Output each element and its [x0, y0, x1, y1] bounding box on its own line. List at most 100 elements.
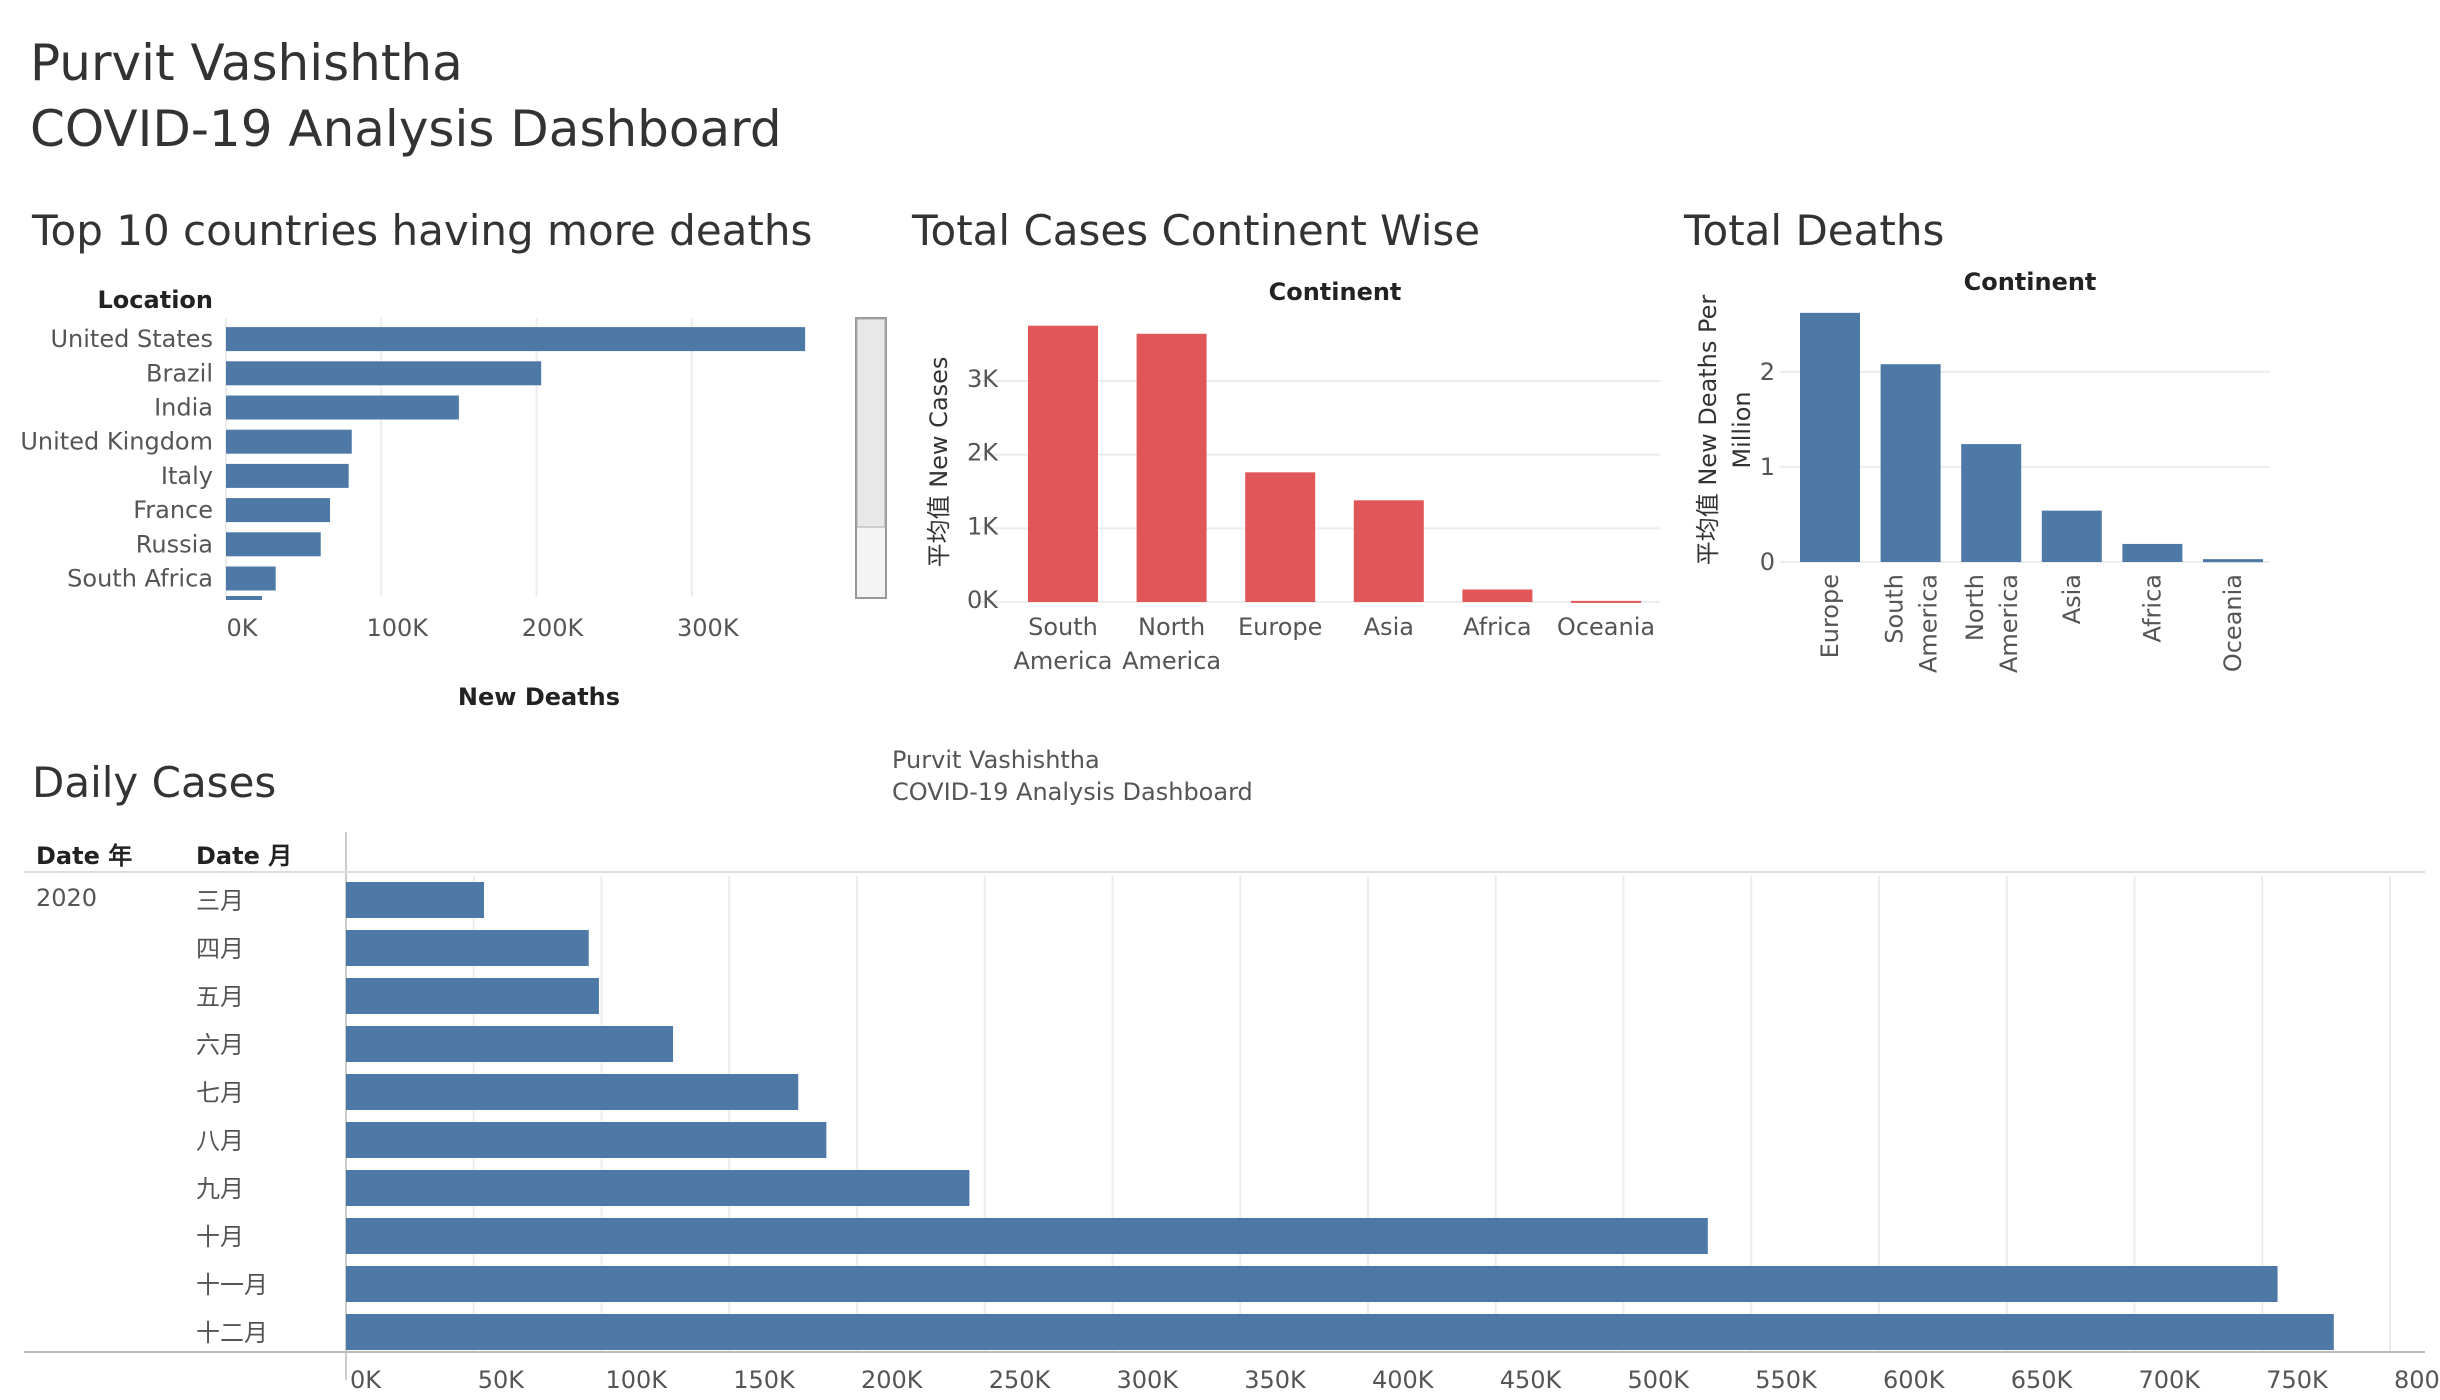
continent-cases-y-tick-label: 1K [967, 512, 999, 540]
daily-cases-bars[interactable] [346, 882, 2334, 1350]
continent-cases-chart: Continent 平均值 New Cases 0K 1K 2K 3K South Am… [925, 278, 1660, 675]
daily-cases-x-tick-labels: 0K 50K 100K 150K 200K 250K 300K 350K 400K 450K 500… [350, 1366, 2440, 1394]
top10-chart: Location United StatesBrazilIndiaUnited … [20, 286, 887, 711]
bar-month-2[interactable] [346, 930, 589, 966]
daily-cases-month-header: Date 月 [196, 842, 292, 870]
bar-north-america[interactable] [1136, 333, 1207, 602]
dashboard-title: COVID-19 Analysis Dashboard [30, 100, 782, 158]
category-label-russia: Russia [136, 530, 213, 558]
bar-month-7[interactable] [346, 1170, 970, 1206]
daily-cases-chart: Date 年 Date 月 2020 三月四月五月六月七月八月九月十月十一月十二… [24, 832, 2440, 1394]
watermark-author: Purvit Vashishtha [892, 746, 1100, 774]
daily-cases-x-tick-label: 100K [606, 1366, 669, 1394]
bar-africa[interactable] [1462, 589, 1533, 602]
category-label-south-america: South America [1014, 613, 1113, 675]
continent-cases-chart-title: Total Cases Continent Wise [912, 206, 1481, 255]
category-label-india: India [154, 394, 213, 422]
total-deaths-y-axis-title: 平均值 New Deaths Per Million [1694, 295, 1756, 566]
continent-cases-y-tick-labels: 0K 1K 2K 3K [967, 365, 999, 614]
daily-cases-x-tick-label: 750K [2266, 1366, 2329, 1394]
category-label-europe: Europe [1816, 574, 1844, 658]
bar-united-kingdom[interactable] [226, 429, 352, 454]
bar-asia[interactable] [2041, 510, 2102, 562]
daily-cases-x-tick-label: 650K [2011, 1366, 2074, 1394]
top10-category-labels: United States Brazil India United Kingdom It… [20, 325, 213, 592]
bar-month-5[interactable] [346, 1074, 799, 1110]
bar-france[interactable] [226, 498, 331, 523]
bar-south-america[interactable] [1880, 364, 1941, 562]
category-label-united-states: United States [50, 325, 213, 353]
bar-europe[interactable] [1245, 472, 1316, 602]
bar-brazil[interactable] [226, 361, 542, 386]
bar-north-america[interactable] [1961, 444, 2022, 562]
top10-bars[interactable] [226, 327, 806, 600]
category-label-north-america: North America [1122, 613, 1221, 675]
category-label-oceania: Oceania [1557, 613, 1655, 641]
watermark: Purvit Vashishtha COVID-19 Analysis Dash… [892, 744, 1253, 808]
bar-month-9[interactable] [346, 1266, 2278, 1302]
daily-cases-x-tick-label: 500K [1628, 1366, 1691, 1394]
top10-x-axis-title: New Deaths [458, 683, 620, 711]
total-deaths-gridlines [1780, 370, 2270, 563]
bar-month-1[interactable] [346, 882, 484, 918]
daily-cases-x-tick-label: 250K [989, 1366, 1052, 1394]
bar-month-4[interactable] [346, 1026, 674, 1062]
daily-cases-year-label: 2020 [36, 884, 97, 912]
bar-russia[interactable] [226, 532, 321, 557]
month-label-3: 五月 [196, 983, 244, 1011]
total-deaths-bars[interactable] [1800, 312, 2263, 563]
continent-cases-bars[interactable] [1028, 325, 1641, 603]
bar-oceania[interactable] [1571, 600, 1641, 603]
bar-month-6[interactable] [346, 1122, 827, 1158]
category-label-south-america: South America [1881, 574, 1943, 673]
daily-cases-x-tick-label: 200K [861, 1366, 924, 1394]
month-label-9: 十一月 [196, 1271, 268, 1299]
category-label-africa: Africa [2138, 574, 2166, 642]
category-label-brazil: Brazil [146, 359, 213, 387]
category-label-asia: Asia [2058, 574, 2086, 624]
daily-cases-x-tick-label: 50K [478, 1366, 526, 1394]
daily-cases-x-tick-label: 300K [1117, 1366, 1180, 1394]
daily-cases-x-tick-label: 350K [1244, 1366, 1307, 1394]
bar-india[interactable] [226, 395, 459, 420]
top10-chart-title: Top 10 countries having more deaths [32, 206, 813, 255]
total-deaths-chart-title: Total Deaths [1684, 206, 1945, 255]
top10-x-tick-labels: 0K 100K 200K 300K [226, 614, 739, 642]
month-label-10: 十二月 [196, 1319, 268, 1347]
bar-south-america[interactable] [1028, 325, 1098, 602]
bar-month-10[interactable] [346, 1314, 2334, 1350]
watermark-title: COVID-19 Analysis Dashboard [892, 778, 1253, 806]
daily-cases-chart-title: Daily Cases [32, 758, 277, 807]
continent-cases-y-tick-label: 0K [967, 586, 999, 614]
month-label-5: 七月 [196, 1079, 244, 1107]
month-label-8: 十月 [196, 1223, 244, 1251]
month-label-4: 六月 [196, 1031, 244, 1059]
total-deaths-y-tick-label: 2 [1760, 358, 1775, 386]
bar-oceania[interactable] [2203, 559, 2263, 563]
top10-x-tick-label: 200K [522, 614, 585, 642]
bar-partial[interactable] [226, 596, 262, 600]
bar-italy[interactable] [226, 463, 349, 488]
bar-month-8[interactable] [346, 1218, 1708, 1254]
category-label-north-america: North America [1961, 574, 2023, 673]
bar-asia[interactable] [1353, 500, 1424, 602]
bar-united-states[interactable] [226, 327, 806, 352]
bar-month-3[interactable] [346, 978, 599, 1014]
category-label-africa: Africa [1463, 613, 1531, 641]
daily-cases-x-tick-label: 600K [1883, 1366, 1946, 1394]
continent-cases-y-tick-label: 3K [967, 365, 999, 393]
top10-x-tick-label: 300K [677, 614, 740, 642]
month-label-1: 三月 [196, 887, 244, 915]
category-label-south-africa: South Africa [67, 565, 213, 593]
bar-europe[interactable] [1800, 312, 1860, 562]
bar-south-africa[interactable] [226, 566, 276, 591]
top10-x-tick-label: 0K [226, 614, 258, 642]
bar-africa[interactable] [2122, 543, 2183, 562]
top10-x-tick-label: 100K [366, 614, 429, 642]
total-deaths-category-labels: Europe South America North America Asia Africa… [1816, 574, 2247, 673]
month-label-6: 八月 [196, 1127, 244, 1155]
top10-scrollbar-thumb[interactable] [856, 318, 886, 528]
month-label-2: 四月 [196, 935, 244, 963]
daily-cases-x-tick-label: 800K [2394, 1366, 2440, 1394]
